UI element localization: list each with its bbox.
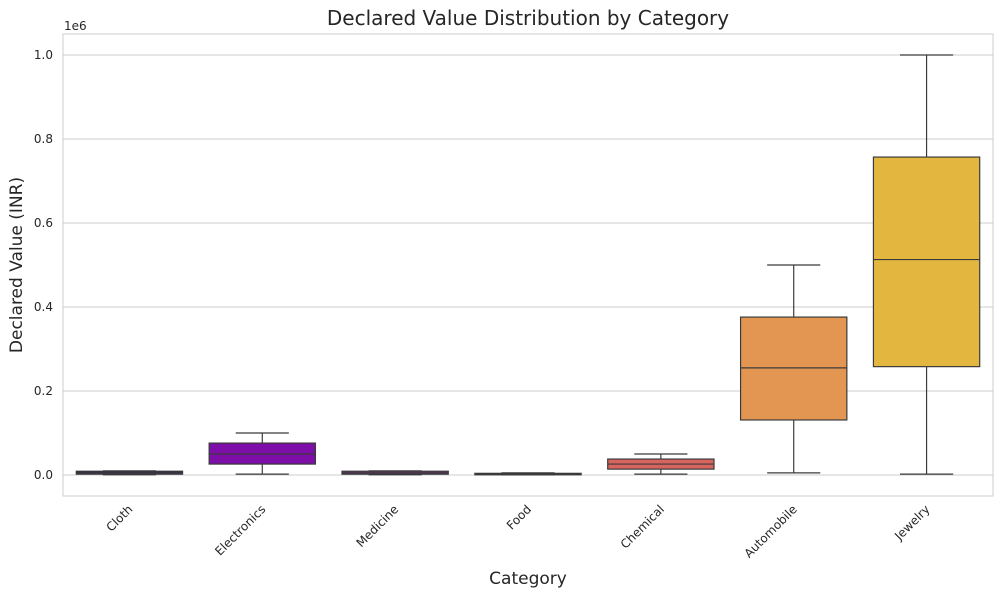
plot-area-frame (62, 33, 994, 497)
y-tick-label: 0.8 (34, 132, 53, 146)
y-axis-ticks: 0.0 0.2 0.4 0.6 0.8 1.0 (34, 48, 53, 482)
y-tick-label: 0.0 (34, 468, 53, 482)
y-tick-label: 0.4 (34, 300, 53, 314)
box-electronics (208, 432, 317, 475)
x-tick-label: Medicine (353, 502, 401, 550)
box-automobile (739, 264, 848, 474)
x-axis-ticks: Cloth Electronics Medicine Food Chemical Auto… (103, 502, 932, 560)
box-jewelry (872, 54, 981, 475)
boxes (75, 54, 981, 476)
y-tick-label: 1.0 (34, 48, 53, 62)
box-cloth (75, 470, 184, 476)
box-food (474, 472, 582, 476)
y-axis-offset-label: 1e6 (64, 19, 87, 33)
box-iqr (739, 316, 848, 421)
x-tick-label: Electronics (212, 502, 268, 558)
box-medicine (341, 470, 449, 476)
x-axis-label: Category (489, 569, 567, 589)
box-chemical (607, 453, 715, 475)
grid-lines (63, 54, 993, 476)
y-tick-label: 0.2 (34, 384, 53, 398)
x-tick-label: Food (504, 502, 534, 532)
y-tick-label: 0.6 (34, 216, 53, 230)
box-iqr (872, 156, 981, 368)
x-tick-label: Cloth (103, 502, 135, 534)
x-tick-label: Jewelry (891, 502, 932, 543)
chart-title: Declared Value Distribution by Category (327, 6, 729, 30)
y-axis-label: Declared Value (INR) (7, 177, 27, 353)
x-tick-label: Chemical (618, 502, 667, 551)
x-tick-label: Automobile (741, 502, 799, 560)
